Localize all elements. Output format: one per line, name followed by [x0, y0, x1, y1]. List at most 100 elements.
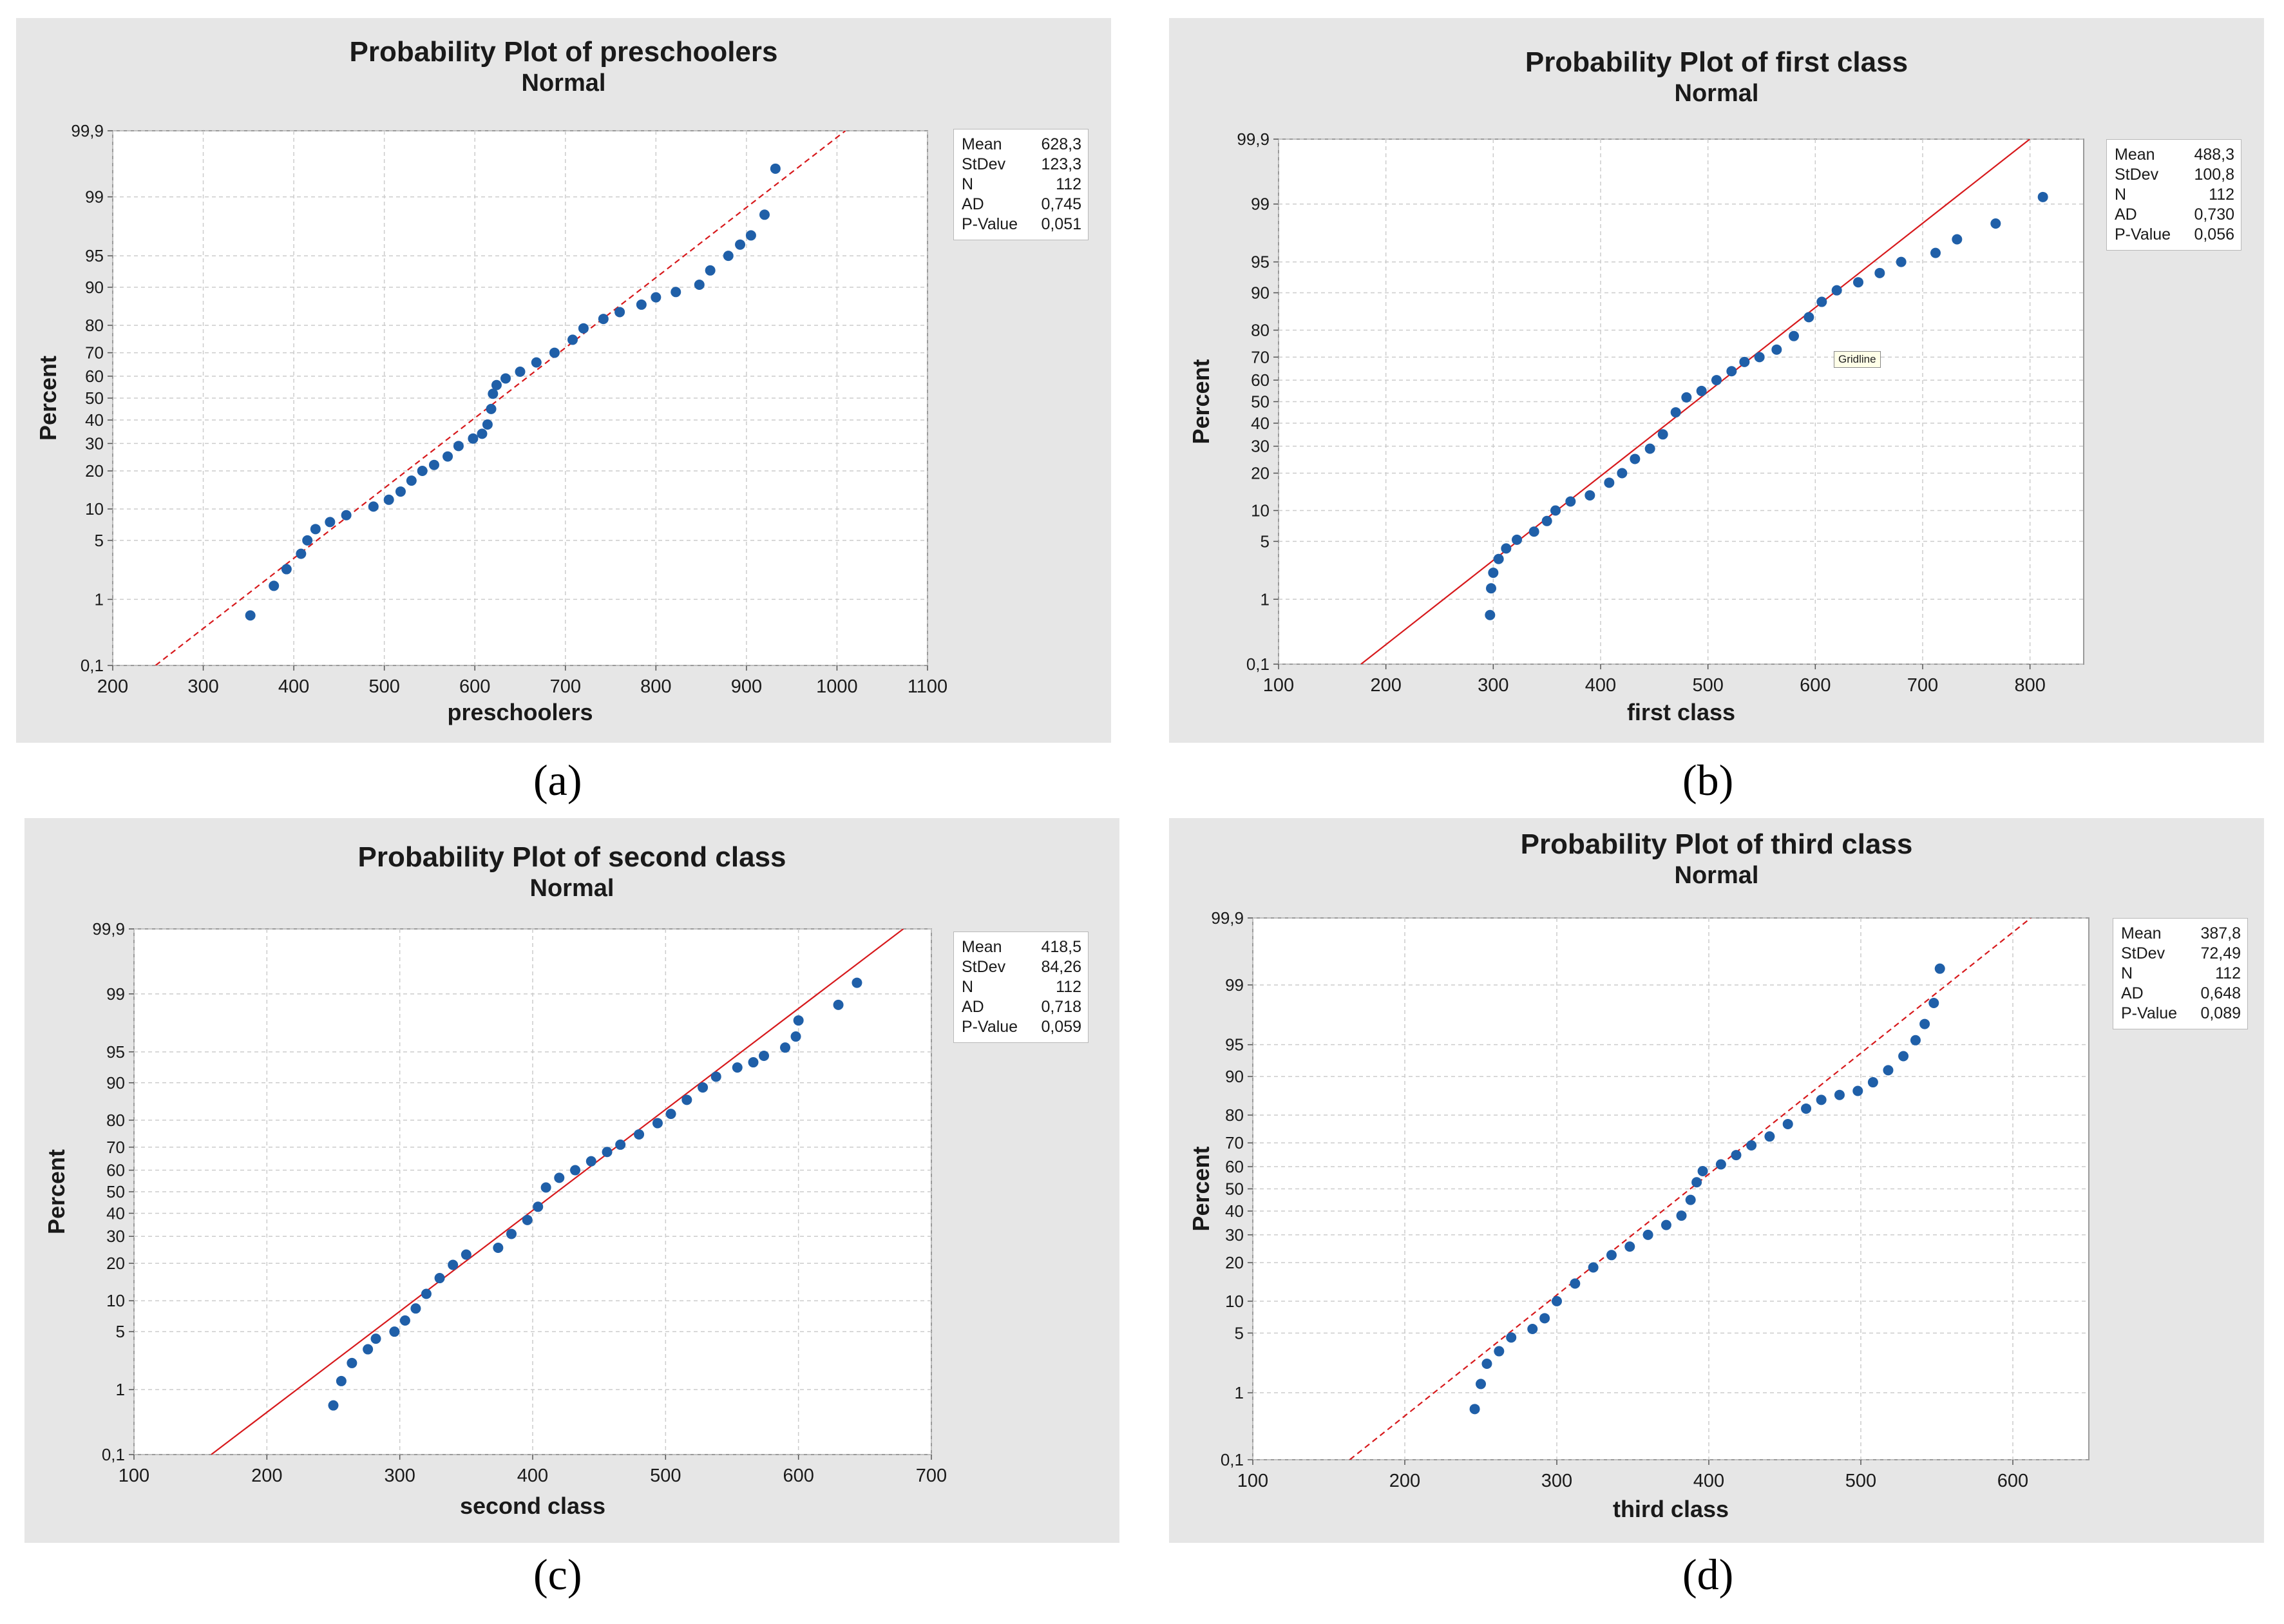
data-point [852, 977, 862, 988]
y-tick-label: 80 [106, 1111, 125, 1130]
data-point [1570, 1278, 1581, 1289]
data-point [1919, 1018, 1930, 1029]
data-point [1934, 963, 1945, 974]
x-tick-label: 100 [1237, 1471, 1268, 1491]
data-point [554, 1172, 565, 1183]
data-point [325, 517, 336, 528]
stat-row: Mean 418,5 [962, 938, 1081, 956]
x-tick-label: 600 [1997, 1471, 2028, 1491]
y-tick-label: 60 [85, 367, 104, 386]
data-point [567, 334, 578, 345]
y-tick-label: 95 [1251, 253, 1270, 272]
data-points [245, 163, 781, 621]
stat-row: N 112 [962, 978, 1081, 996]
data-point [1550, 505, 1561, 516]
y-tick-label: 20 [85, 461, 104, 481]
x-tick-label: 700 [1907, 675, 1938, 696]
data-point [500, 373, 511, 384]
chart-subtitle: Normal [529, 875, 614, 902]
data-point [614, 307, 625, 318]
data-point [698, 1082, 709, 1093]
data-point [570, 1165, 581, 1176]
stat-row: AD 0,745 [962, 195, 1081, 213]
x-tick-label: 400 [1693, 1471, 1724, 1491]
stat-row: P-Value 0,056 [2115, 225, 2234, 244]
data-point [1565, 496, 1576, 507]
data-point [1527, 1323, 1538, 1334]
data-point [417, 466, 428, 477]
data-point [549, 347, 560, 358]
data-point [1506, 1332, 1517, 1343]
data-point [1541, 515, 1552, 526]
stats-legend: Mean 418,5 StDev 84,26 N 112 AD 0,718 P-Valu… [953, 931, 1089, 1043]
data-point [1834, 1089, 1845, 1100]
stat-row: AD 0,648 [2121, 984, 2241, 1002]
caption-a: (a) [533, 756, 582, 805]
data-point [1867, 1077, 1878, 1088]
data-point [1501, 543, 1512, 554]
data-point [759, 1050, 770, 1061]
x-tick-label: 700 [550, 676, 581, 697]
y-tick-label: 99,9 [1211, 908, 1244, 928]
y-tick-label: 10 [1251, 501, 1270, 520]
data-point [383, 494, 394, 505]
data-point [468, 433, 479, 444]
y-tick-label: 99,9 [92, 919, 125, 939]
x-tick-label: 1100 [908, 676, 947, 697]
data-point [1896, 256, 1907, 267]
x-tick-label: 700 [916, 1466, 947, 1486]
y-tick-label: 30 [1251, 437, 1270, 456]
y-tick-label: 80 [1225, 1105, 1244, 1125]
data-point [406, 475, 417, 486]
data-point [745, 230, 756, 241]
data-point [477, 428, 488, 439]
data-point [1624, 1241, 1635, 1252]
data-point [461, 1249, 471, 1260]
data-point [296, 548, 307, 559]
data-point [705, 265, 716, 276]
data-point [328, 1400, 339, 1411]
data-point [636, 299, 647, 310]
data-point [790, 1031, 801, 1042]
gridlines [1278, 139, 2084, 665]
probability-plot: 0,1 1 5 10 20 30 40 50 60 70 80 90 95 99 99,9 100 200 300… [43, 919, 947, 1519]
data-point [681, 1094, 692, 1105]
data-point [615, 1139, 626, 1150]
y-tick-label: 90 [85, 278, 104, 297]
y-axis-label: Percent [1188, 359, 1214, 444]
y-tick-label: 99 [1251, 195, 1270, 214]
data-point [428, 459, 439, 470]
gridline-tooltip: Gridline [1834, 351, 1881, 368]
x-tick-label: 500 [368, 676, 399, 697]
x-tick-label: 300 [1541, 1471, 1572, 1491]
y-tick-label: 5 [95, 531, 104, 550]
data-point [302, 535, 313, 546]
data-point [602, 1147, 613, 1158]
chart-title: Probability Plot of second class [357, 841, 786, 873]
y-tick-label: 5 [1235, 1323, 1244, 1342]
y-tick-label: 90 [1251, 283, 1270, 303]
chart-panel-a: Probability Plot of preschoolers Normal … [16, 18, 1111, 743]
data-point [1486, 583, 1496, 594]
data-point [491, 379, 502, 390]
y-tick-label: 1 [95, 589, 104, 609]
data-point [1726, 366, 1737, 377]
fitted-normal-line [211, 929, 904, 1455]
y-tick-label: 40 [85, 410, 104, 430]
data-point [448, 1259, 459, 1270]
data-point [710, 1071, 721, 1082]
data-point [585, 1156, 596, 1167]
y-axis-label: Percent [35, 356, 61, 441]
data-point [1476, 1379, 1486, 1390]
x-tick-label: 200 [97, 676, 128, 697]
y-tick-label: 95 [85, 246, 104, 265]
data-point [780, 1042, 791, 1053]
data-point [634, 1129, 645, 1140]
data-point [1696, 385, 1707, 396]
y-tick-label: 10 [85, 499, 104, 519]
data-point [453, 441, 464, 452]
data-point [395, 486, 406, 497]
y-tick-label: 40 [106, 1203, 125, 1223]
data-point [665, 1109, 676, 1120]
